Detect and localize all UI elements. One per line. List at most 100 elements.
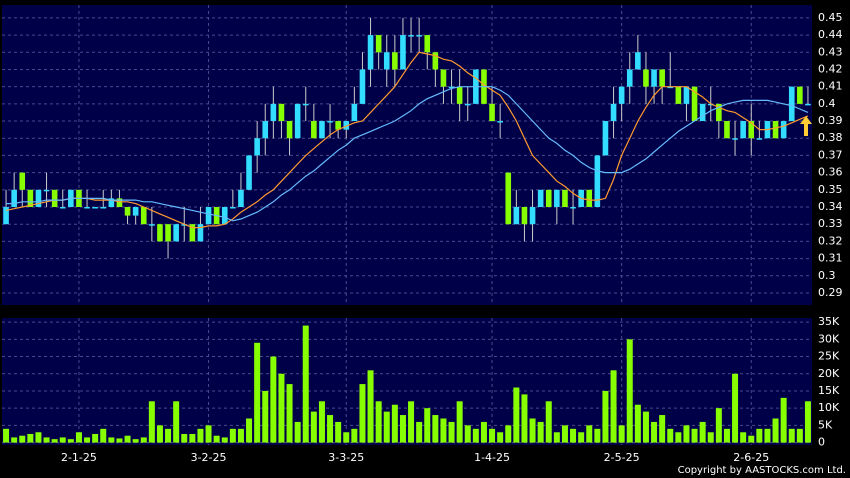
candle-body bbox=[748, 121, 755, 139]
volume-bar bbox=[156, 425, 163, 443]
y-tick-label: 30K bbox=[818, 332, 840, 345]
volume-bar bbox=[553, 432, 560, 443]
volume-bar bbox=[772, 418, 779, 443]
volume-bar bbox=[189, 433, 196, 443]
candle-body bbox=[667, 86, 674, 89]
candle-body bbox=[529, 207, 536, 225]
volume-bar bbox=[140, 437, 147, 443]
candle-body bbox=[780, 121, 787, 139]
candle-body bbox=[254, 138, 260, 156]
volume-bar bbox=[707, 432, 714, 443]
volume-bar bbox=[537, 421, 544, 443]
volume-bar bbox=[715, 408, 722, 443]
candle-body bbox=[173, 224, 179, 242]
candle-body bbox=[197, 224, 204, 242]
candle-body bbox=[740, 121, 746, 139]
candle-body bbox=[392, 52, 398, 70]
y-tick-label: 20K bbox=[818, 367, 840, 380]
volume-bar bbox=[618, 425, 625, 443]
candle-body bbox=[149, 224, 155, 226]
volume-bar bbox=[545, 401, 552, 443]
volume-bar bbox=[19, 435, 26, 443]
candle-body bbox=[294, 103, 301, 139]
candle-body bbox=[545, 189, 552, 208]
candle-body bbox=[586, 189, 593, 208]
candle-body bbox=[602, 121, 609, 156]
volume-bar bbox=[59, 437, 66, 443]
volume-bar bbox=[432, 415, 439, 443]
volume-bar bbox=[197, 428, 204, 443]
x-tick-label: 2-6-25 bbox=[733, 451, 769, 464]
volume-bar bbox=[634, 404, 641, 443]
y-tick-label: 0.32 bbox=[818, 234, 843, 247]
candle-body bbox=[562, 189, 568, 208]
candle-body bbox=[651, 69, 657, 87]
volume-bar bbox=[375, 401, 382, 443]
volume-bar bbox=[723, 428, 730, 443]
candle-body bbox=[311, 121, 317, 139]
volume-bar bbox=[440, 418, 447, 443]
y-tick-label: 0.36 bbox=[818, 166, 843, 179]
candle-body bbox=[675, 86, 682, 104]
volume-bar bbox=[237, 428, 244, 443]
volume-bar bbox=[286, 384, 293, 443]
volume-bar bbox=[416, 421, 423, 443]
candle-body bbox=[165, 224, 171, 242]
candle-body bbox=[181, 224, 188, 226]
volume-bar bbox=[343, 432, 350, 443]
candle-body bbox=[43, 189, 50, 192]
volume-bar bbox=[594, 428, 601, 443]
marker-arrow bbox=[800, 116, 812, 136]
y-tick-label: 10K bbox=[818, 401, 840, 414]
candle-body bbox=[691, 86, 698, 122]
candle-body bbox=[286, 121, 293, 139]
volume-bar bbox=[11, 437, 18, 443]
y-tick-label: 15K bbox=[818, 384, 840, 397]
y-tick-label: 0.35 bbox=[818, 183, 843, 196]
volume-panel bbox=[2, 318, 812, 445]
candle-body bbox=[59, 207, 66, 209]
plot-layer: 0.45 0.44 0.43 0.42 0.41 0.4 0.39 0.38 0.37 0.36 0… bbox=[2, 5, 843, 464]
volume-bar bbox=[51, 439, 58, 443]
candle-body bbox=[262, 121, 269, 139]
volume-bar bbox=[748, 435, 755, 443]
candle-body bbox=[359, 69, 366, 104]
y-tick-label: 0.38 bbox=[818, 131, 843, 144]
candle-body bbox=[805, 103, 811, 106]
candle-body bbox=[238, 189, 244, 208]
y-tick-label: 0.33 bbox=[818, 217, 843, 230]
volume-bar bbox=[35, 432, 42, 443]
volume-bar bbox=[489, 428, 496, 443]
volume-bar bbox=[213, 435, 220, 443]
candle-body bbox=[537, 189, 544, 208]
candle-body bbox=[497, 121, 503, 123]
candle-body bbox=[724, 121, 730, 139]
volume-bar bbox=[116, 438, 123, 443]
candle-body bbox=[788, 86, 795, 122]
volume-bar bbox=[124, 435, 131, 443]
candle-body bbox=[594, 155, 601, 208]
candle-body bbox=[408, 35, 414, 37]
volume-bar bbox=[391, 404, 398, 443]
volume-bar bbox=[294, 421, 301, 443]
volume-bar bbox=[132, 439, 139, 443]
volume-bar bbox=[359, 384, 366, 443]
y-tick-label: 0.31 bbox=[818, 252, 843, 265]
volume-bar bbox=[513, 387, 520, 443]
candle-body bbox=[513, 207, 520, 225]
volume-bar bbox=[642, 411, 649, 443]
candle-body bbox=[626, 69, 633, 87]
y-tick-label: 0.39 bbox=[818, 114, 843, 127]
candle-body bbox=[367, 35, 374, 70]
candle-body bbox=[756, 138, 763, 140]
volume-bar bbox=[75, 432, 82, 443]
candle-body bbox=[643, 69, 649, 87]
volume-bar bbox=[3, 428, 10, 443]
volume-bar bbox=[270, 356, 277, 443]
volume-bar bbox=[335, 421, 342, 443]
candle-body bbox=[554, 189, 560, 208]
volume-bar bbox=[456, 401, 463, 443]
volume-bar bbox=[205, 425, 212, 443]
candle-body bbox=[424, 35, 431, 53]
volume-bar bbox=[675, 432, 682, 443]
